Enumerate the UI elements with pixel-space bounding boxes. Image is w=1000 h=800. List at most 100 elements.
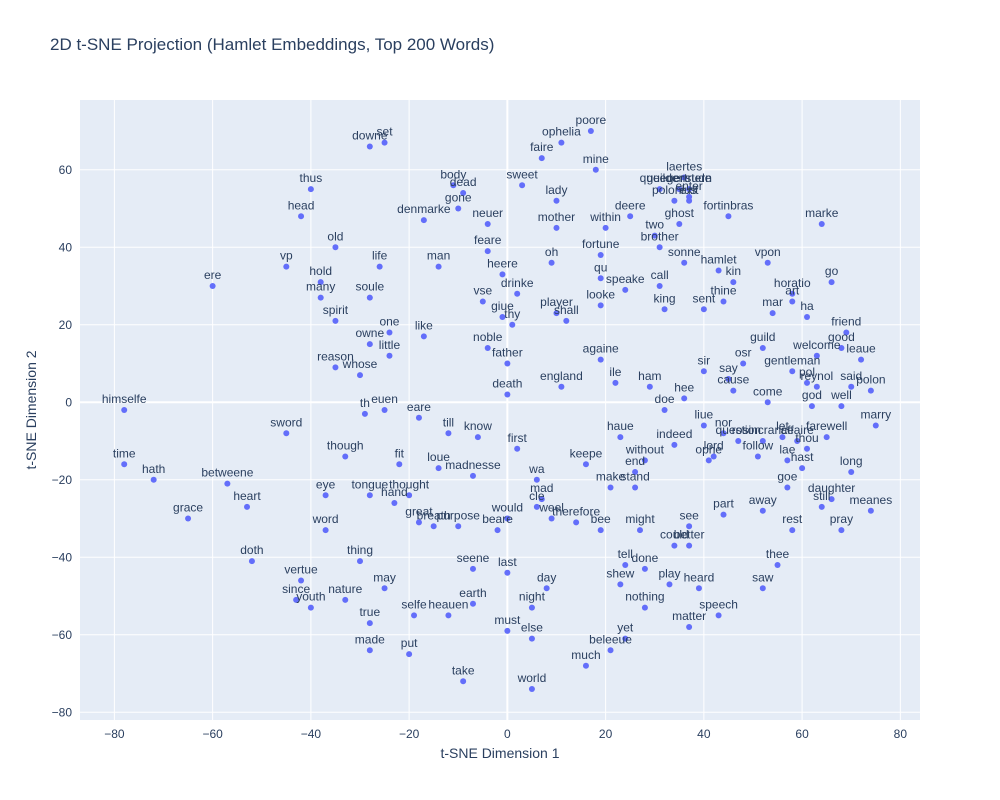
data-point xyxy=(307,604,314,611)
point-label: speake xyxy=(606,272,645,286)
data-point xyxy=(725,213,732,220)
data-point xyxy=(681,174,688,181)
data-point xyxy=(342,453,349,460)
data-point xyxy=(720,298,727,305)
point-label: leaue xyxy=(846,342,876,356)
data-point xyxy=(445,612,452,619)
data-point xyxy=(666,581,673,588)
point-label: loue xyxy=(427,450,450,464)
data-point xyxy=(445,430,452,437)
data-point xyxy=(450,182,457,189)
point-label: ha xyxy=(800,299,814,313)
data-point xyxy=(553,224,560,231)
x-tick-label: 0 xyxy=(504,727,511,741)
x-tick-label: 20 xyxy=(599,727,613,741)
data-point xyxy=(612,379,619,386)
point-label: lord xyxy=(704,439,724,453)
point-label: set xyxy=(377,125,394,139)
point-label: nor xyxy=(715,415,732,429)
data-point xyxy=(656,186,663,193)
point-label: ham xyxy=(638,369,661,383)
data-point xyxy=(848,383,855,390)
point-label: like xyxy=(415,318,433,332)
data-point xyxy=(504,569,511,576)
point-label: last xyxy=(498,555,517,569)
point-label: still xyxy=(813,489,830,503)
point-label: sent xyxy=(693,291,716,305)
data-point xyxy=(804,314,811,320)
point-label: gentleman xyxy=(764,353,820,367)
point-label: would xyxy=(491,501,523,515)
point-label: weel xyxy=(538,501,564,515)
data-point xyxy=(597,252,604,258)
data-point xyxy=(858,356,865,363)
point-label: stand xyxy=(620,470,649,484)
point-label: kin xyxy=(726,264,741,278)
data-point xyxy=(332,364,339,371)
data-point xyxy=(298,213,305,220)
data-point xyxy=(332,244,339,251)
data-point xyxy=(686,523,693,530)
point-label: mad xyxy=(530,481,553,495)
point-label: fortinbras xyxy=(703,198,753,212)
point-label: thine xyxy=(710,284,736,298)
point-label: time xyxy=(113,446,136,460)
point-label: saw xyxy=(752,570,774,584)
data-point xyxy=(661,306,668,313)
point-label: god xyxy=(802,388,822,402)
point-label: gone xyxy=(445,191,472,205)
data-point xyxy=(804,379,811,386)
point-label: keepe xyxy=(570,446,603,460)
data-point xyxy=(469,600,476,607)
data-point xyxy=(710,453,717,460)
data-point xyxy=(543,585,550,592)
data-point xyxy=(784,484,791,491)
point-label: pray xyxy=(830,512,853,526)
data-point xyxy=(553,197,560,204)
data-point xyxy=(813,383,820,390)
point-label: know xyxy=(464,419,492,433)
data-point xyxy=(361,410,368,417)
data-point xyxy=(838,527,845,534)
point-label: enter xyxy=(675,179,702,193)
point-label: part xyxy=(713,497,734,511)
point-label: go xyxy=(825,264,839,278)
point-label: vse xyxy=(473,284,492,298)
point-label: ghost xyxy=(665,206,695,220)
point-label: meanes xyxy=(850,493,893,507)
y-tick-label: −20 xyxy=(52,473,73,487)
point-label: old xyxy=(327,229,343,243)
data-point xyxy=(396,461,403,468)
point-label: speech xyxy=(699,597,738,611)
data-point xyxy=(681,395,688,402)
data-point xyxy=(637,527,643,534)
point-label: father xyxy=(492,346,523,360)
data-point xyxy=(818,221,825,227)
data-point xyxy=(671,197,678,204)
point-label: reynol xyxy=(800,369,833,383)
data-point xyxy=(317,279,324,286)
data-point xyxy=(686,186,693,193)
data-point xyxy=(376,263,383,270)
point-label: art xyxy=(785,284,800,298)
data-point xyxy=(307,186,314,193)
data-point xyxy=(715,612,722,619)
point-label: sir xyxy=(698,353,711,367)
data-point xyxy=(843,329,850,336)
data-point xyxy=(700,306,707,313)
data-point xyxy=(867,507,874,514)
data-point xyxy=(150,476,157,483)
chart-title: 2D t-SNE Projection (Hamlet Embeddings, … xyxy=(50,35,494,54)
y-tick-label: −40 xyxy=(52,550,73,564)
point-label: play xyxy=(658,566,680,580)
data-point xyxy=(381,139,388,146)
point-label: doe xyxy=(655,392,675,406)
data-point xyxy=(720,511,727,518)
data-point xyxy=(700,368,707,375)
point-label: thus xyxy=(300,171,323,185)
y-tick-label: −80 xyxy=(52,705,73,719)
point-label: looke xyxy=(586,287,615,301)
point-label: exit xyxy=(680,183,699,197)
point-label: shew xyxy=(606,566,634,580)
